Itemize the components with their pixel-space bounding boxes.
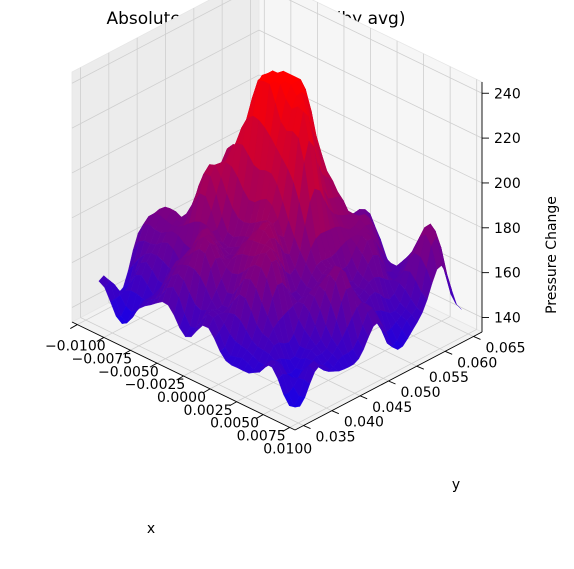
z-tick-label: 220 bbox=[494, 131, 521, 147]
x-tick-mark bbox=[229, 401, 237, 407]
grid-line bbox=[258, 29, 483, 139]
y-tick-label: 0.040 bbox=[344, 415, 384, 431]
y-tick-label: 0.065 bbox=[486, 340, 526, 356]
x-tick-mark bbox=[282, 427, 290, 432]
y-tick-label: 0.050 bbox=[401, 385, 441, 401]
x-tick-label: −0.0075 bbox=[71, 351, 132, 367]
y-tick-label: 0.055 bbox=[429, 370, 469, 386]
y-tick-mark bbox=[444, 350, 453, 355]
grid-line bbox=[71, 74, 260, 174]
x-tick-label: 0.0075 bbox=[237, 429, 286, 445]
x-tick-label: −0.0025 bbox=[125, 377, 186, 393]
grid-line bbox=[80, 317, 304, 426]
surface-mesh bbox=[98, 70, 462, 408]
x-tick-label: 0.0000 bbox=[157, 390, 206, 406]
x-tick-mark bbox=[149, 362, 158, 368]
x-tick-label: 0.0050 bbox=[210, 416, 259, 432]
x-tick-mark bbox=[176, 375, 184, 381]
y-tick-mark bbox=[473, 336, 481, 340]
y-tick-mark bbox=[416, 365, 425, 370]
grid-line bbox=[288, 0, 483, 94]
x-tick-mark bbox=[96, 337, 105, 342]
x-tick-label: 0.0100 bbox=[263, 441, 312, 457]
y-tick-mark bbox=[388, 380, 396, 385]
grid-line bbox=[71, 0, 232, 84]
x-axis-label: x bbox=[147, 521, 155, 537]
grid-line bbox=[71, 119, 260, 219]
x-tick-mark bbox=[70, 324, 78, 329]
surface-cell bbox=[289, 405, 301, 408]
z-axis-label: Pressure Change bbox=[544, 196, 560, 314]
z-tick-label: 140 bbox=[494, 311, 521, 327]
x-tick-mark bbox=[123, 349, 131, 355]
x-tick-label: −0.0100 bbox=[45, 339, 106, 355]
y-axis-label: y bbox=[452, 477, 460, 493]
z-tick-label: 200 bbox=[494, 176, 521, 192]
y-tick-label: 0.035 bbox=[316, 430, 356, 446]
y-tick-mark bbox=[331, 410, 340, 415]
x-tick-mark bbox=[255, 414, 264, 419]
z-axis-ticks: 140 160 180 200 220 240 bbox=[482, 86, 521, 327]
grid-line bbox=[71, 29, 260, 129]
z-tick-label: 240 bbox=[494, 86, 521, 102]
y-tick-label: 0.060 bbox=[457, 355, 497, 371]
x-tick-mark bbox=[202, 388, 211, 394]
y-tick-mark bbox=[303, 425, 311, 429]
x-axis-ticks: −0.0100−0.0075−0.0050−0.00250.00000.0025… bbox=[45, 324, 312, 457]
y-tick-mark bbox=[359, 395, 368, 400]
y-tick-label: 0.045 bbox=[372, 400, 412, 416]
z-tick-label: 180 bbox=[494, 221, 521, 237]
x-tick-label: 0.0025 bbox=[184, 403, 233, 419]
z-tick-label: 160 bbox=[494, 266, 521, 282]
x-tick-label: −0.0050 bbox=[98, 364, 159, 380]
